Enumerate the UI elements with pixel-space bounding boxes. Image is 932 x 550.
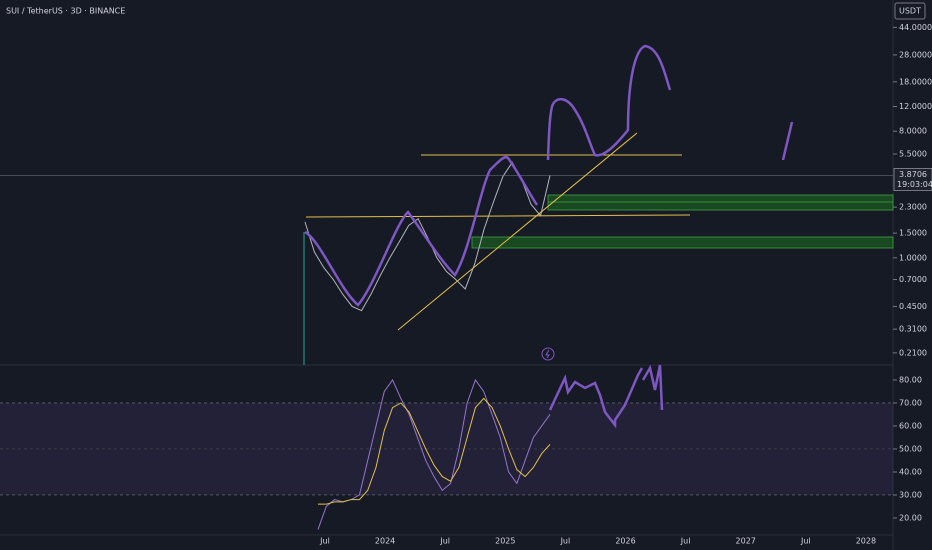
y-tick-label: 50.00 [899,444,922,453]
x-tick-label: Jul [680,537,691,546]
currency-box[interactable] [894,2,926,20]
y-tick-label: 2.3000 [899,203,927,212]
y-tick-label: 12.0000 [899,102,932,111]
y-tick-label: 80.00 [899,375,922,384]
resistance-line [305,214,691,218]
trend-line [397,132,638,331]
y-tick-label: 70.00 [899,398,922,407]
last-price-box [893,168,932,191]
rsi-line [318,397,551,505]
y-tick-label: 44.0000 [899,23,932,32]
y-tick-label: 0.4500 [899,302,927,311]
x-tick-label: Jul [319,537,330,546]
rsi-band-layer [0,402,893,496]
axis-layer: 44.0000 28.0000 18.0000 12.0000 8.0000 5.5000… [319,23,932,546]
drawn-path [304,155,539,307]
x-tick-label: 2025 [495,537,515,546]
price-layer [0,161,893,530]
y-tick-label: 28.0000 [899,50,932,59]
y-tick-label: 0.2100 [899,348,927,357]
support-zone [547,194,894,211]
price-line [304,161,551,312]
chart-title: SUI / TetherUS · 3D · BINANCE [6,7,125,16]
x-tick-label: 2024 [375,537,395,546]
last-price: 3.8706 [899,170,927,179]
projection-path [546,44,672,161]
rsi-projection [548,364,664,429]
y-tick-label: 8.0000 [899,127,927,136]
alert-bolt [545,349,550,359]
countdown: 19:03:04 [897,180,932,189]
alert-icon[interactable] [541,347,555,361]
x-tick-label: 2028 [856,537,876,546]
y-tick-label: 18.0000 [899,77,932,86]
y-tick-label: 1.0000 [899,253,927,262]
x-tick-label: 2027 [736,537,756,546]
y-tick-label: 30.00 [899,490,922,499]
y-tick-label: 20.00 [899,513,922,522]
y-tick-label: 40.00 [899,467,922,476]
projection-path [781,121,794,161]
y-tick-label: 5.5000 [899,150,927,159]
currency: USDT [899,7,921,16]
y-tick-label: 0.3100 [899,325,927,334]
y-tick-label: 60.00 [899,421,922,430]
y-tick-label: 0.7000 [899,275,927,284]
x-tick-label: Jul [439,537,450,546]
rsi-line [317,378,551,530]
x-tick-label: 2026 [615,537,635,546]
x-tick-label: Jul [560,537,571,546]
y-tick-label: 1.5000 [899,229,927,238]
x-tick-label: Jul [800,537,811,546]
support-zone [471,236,894,249]
